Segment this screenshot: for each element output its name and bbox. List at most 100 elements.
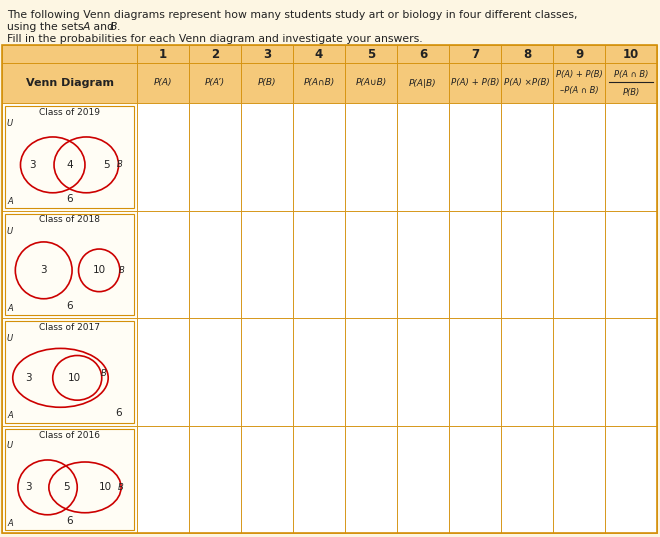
Bar: [605, 63, 657, 103]
Bar: [2, 425, 137, 533]
Text: P(B): P(B): [622, 88, 640, 97]
Bar: [449, 318, 501, 425]
Text: 10: 10: [623, 47, 639, 61]
Text: 6: 6: [115, 409, 122, 418]
Text: 10: 10: [68, 373, 81, 383]
Bar: [449, 211, 501, 318]
Text: Class of 2019: Class of 2019: [39, 108, 100, 117]
Text: B: B: [119, 266, 125, 275]
Text: and: and: [90, 22, 117, 32]
Bar: [605, 211, 657, 318]
Text: 1: 1: [159, 47, 167, 61]
Bar: [293, 45, 345, 63]
Text: U: U: [7, 441, 13, 451]
Bar: [5, 106, 134, 207]
Text: P(A) ×P(B): P(A) ×P(B): [504, 78, 550, 88]
Bar: [189, 103, 241, 211]
Bar: [449, 103, 501, 211]
Bar: [397, 211, 449, 318]
Bar: [2, 211, 137, 318]
Text: A: A: [7, 197, 13, 206]
Text: 4: 4: [315, 47, 323, 61]
Bar: [501, 63, 553, 103]
Bar: [397, 425, 449, 533]
Bar: [553, 103, 605, 211]
Text: B: B: [117, 161, 123, 169]
Text: A: A: [7, 411, 13, 420]
Bar: [2, 63, 137, 103]
Text: 8: 8: [523, 47, 531, 61]
Text: U: U: [7, 227, 13, 236]
Text: Fill in the probabilities for each Venn diagram and investigate your answers.: Fill in the probabilities for each Venn …: [7, 34, 422, 44]
Bar: [553, 211, 605, 318]
Bar: [449, 425, 501, 533]
Bar: [553, 45, 605, 63]
Bar: [345, 318, 397, 425]
Text: U: U: [7, 119, 13, 128]
Bar: [2, 318, 137, 425]
Bar: [449, 63, 501, 103]
Bar: [137, 63, 189, 103]
Text: .: .: [117, 22, 120, 32]
Bar: [501, 425, 553, 533]
Bar: [5, 214, 134, 315]
Bar: [553, 318, 605, 425]
Text: 3: 3: [24, 373, 31, 383]
Bar: [605, 103, 657, 211]
Text: B: B: [110, 22, 117, 32]
Text: 6: 6: [66, 301, 73, 311]
Bar: [345, 63, 397, 103]
Bar: [293, 425, 345, 533]
Text: P(B): P(B): [258, 78, 277, 88]
Text: 3: 3: [29, 160, 36, 170]
Text: B: B: [101, 369, 106, 378]
Text: 7: 7: [471, 47, 479, 61]
Bar: [241, 211, 293, 318]
Bar: [137, 103, 189, 211]
Bar: [449, 45, 501, 63]
Bar: [5, 429, 134, 530]
Bar: [397, 63, 449, 103]
Text: P(A): P(A): [154, 78, 172, 88]
Text: 9: 9: [575, 47, 583, 61]
Bar: [397, 318, 449, 425]
Bar: [293, 63, 345, 103]
Bar: [605, 318, 657, 425]
Text: Class of 2017: Class of 2017: [39, 323, 100, 332]
Bar: [137, 211, 189, 318]
Bar: [189, 318, 241, 425]
Bar: [397, 45, 449, 63]
Bar: [241, 45, 293, 63]
Text: 6: 6: [419, 47, 427, 61]
Text: 10: 10: [98, 482, 112, 492]
Text: Class of 2018: Class of 2018: [39, 215, 100, 224]
Text: Venn Diagram: Venn Diagram: [26, 78, 114, 88]
Bar: [189, 63, 241, 103]
Text: The following Venn diagrams represent how many students study art or biology in : The following Venn diagrams represent ho…: [7, 10, 578, 20]
Text: U: U: [7, 334, 13, 343]
Text: P(A∩B): P(A∩B): [304, 78, 335, 88]
Text: P(A’): P(A’): [205, 78, 225, 88]
Bar: [241, 103, 293, 211]
Text: B: B: [118, 483, 124, 492]
Text: P(A) + P(B): P(A) + P(B): [451, 78, 499, 88]
Bar: [605, 425, 657, 533]
Bar: [293, 318, 345, 425]
Text: 3: 3: [40, 265, 47, 275]
Bar: [345, 425, 397, 533]
Bar: [137, 45, 189, 63]
Bar: [293, 103, 345, 211]
Text: P(A∪B): P(A∪B): [355, 78, 387, 88]
Text: 6: 6: [66, 516, 73, 526]
Bar: [189, 45, 241, 63]
Bar: [345, 45, 397, 63]
Bar: [501, 211, 553, 318]
Text: 6: 6: [66, 193, 73, 204]
Bar: [241, 63, 293, 103]
Bar: [397, 103, 449, 211]
Bar: [241, 425, 293, 533]
Bar: [137, 425, 189, 533]
Text: A: A: [7, 304, 13, 313]
Bar: [501, 318, 553, 425]
Text: Class of 2016: Class of 2016: [39, 431, 100, 439]
